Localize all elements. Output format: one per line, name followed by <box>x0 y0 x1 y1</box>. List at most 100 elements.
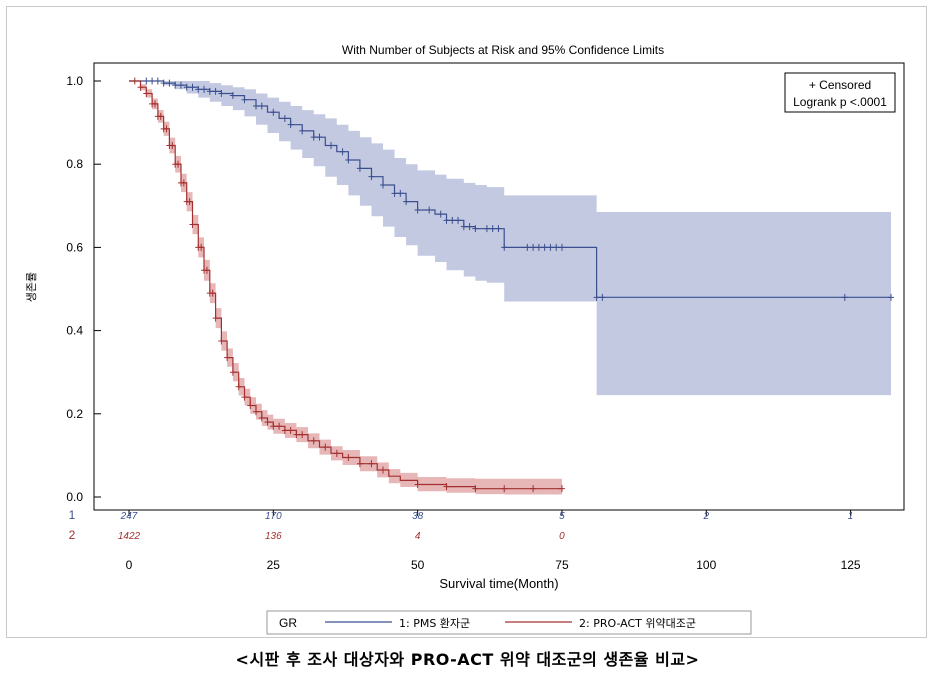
censor-mark-series-2 <box>157 112 164 120</box>
ci-band-series-1 <box>129 81 891 396</box>
censor-mark-series-1 <box>143 77 150 85</box>
x-axis-label: Survival time(Month) <box>439 576 558 591</box>
censor-mark-series-1 <box>212 87 219 95</box>
chart-title: With Number of Subjects at Risk and 95% … <box>342 43 664 57</box>
censor-mark-series-1 <box>195 85 202 93</box>
censor-mark-series-2 <box>151 100 158 108</box>
at-risk-count: 1 <box>848 511 854 522</box>
censor-mark-series-1 <box>466 223 473 231</box>
censor-mark-series-2 <box>175 160 182 168</box>
censor-mark-series-1 <box>177 81 184 89</box>
censor-mark-series-2 <box>247 401 254 409</box>
censor-mark-series-1 <box>524 243 531 251</box>
censored-note: + Censored <box>809 78 871 92</box>
censor-mark-series-1 <box>437 210 444 218</box>
censor-mark-series-1 <box>241 96 248 104</box>
figure-frame: With Number of Subjects at Risk and 95% … <box>6 6 927 638</box>
at-risk-count: 1422 <box>118 531 141 542</box>
censor-mark-series-2 <box>241 393 248 401</box>
at-risk-group-label: 1 <box>69 508 76 522</box>
censor-mark-series-1 <box>149 77 156 85</box>
censor-mark-series-1 <box>253 102 259 110</box>
y-tick-label: 0.0 <box>66 490 83 504</box>
censor-mark-series-2 <box>281 426 288 434</box>
censor-mark-series-1 <box>258 102 265 110</box>
censor-mark-series-2 <box>368 460 375 468</box>
censor-mark-series-2 <box>198 243 205 251</box>
censor-mark-series-1 <box>443 216 450 224</box>
censor-mark-series-1 <box>449 216 456 224</box>
y-axis-label: 생존률 <box>25 272 38 302</box>
at-risk-count: 0 <box>559 531 565 542</box>
censor-mark-series-2 <box>186 198 193 206</box>
censor-mark-series-2 <box>229 368 236 376</box>
censor-mark-series-1 <box>172 81 179 89</box>
censor-mark-series-1 <box>558 243 565 251</box>
inset-box: + Censored Logrank p <.0001 <box>784 72 896 113</box>
censor-mark-series-1 <box>201 85 208 93</box>
censor-mark-series-2 <box>143 89 150 97</box>
censor-mark-series-1 <box>299 127 306 135</box>
censor-mark-series-1 <box>599 293 606 301</box>
censor-mark-series-1 <box>339 148 346 156</box>
censor-mark-series-2 <box>203 266 210 274</box>
censor-mark-series-1 <box>356 164 363 172</box>
censor-mark-series-1 <box>154 77 161 85</box>
censor-mark-series-2 <box>163 125 170 133</box>
y-tick-label: 1.0 <box>66 74 83 88</box>
censor-mark-series-1 <box>328 141 335 149</box>
legend: GR 1: PMS 환자군 2: PRO-ACT 위약대조군 <box>266 610 752 635</box>
censor-mark-series-1 <box>287 121 294 129</box>
censor-mark-series-1 <box>460 223 467 231</box>
censor-mark-series-2 <box>414 481 421 489</box>
censor-mark-series-2 <box>333 449 340 457</box>
censor-mark-series-1 <box>189 83 196 91</box>
x-tick-label: 100 <box>696 558 716 572</box>
censor-mark-series-1 <box>553 243 560 251</box>
censor-mark-series-1 <box>426 206 433 214</box>
at-risk-count: 247 <box>120 511 138 522</box>
x-tick-label: 125 <box>841 558 861 572</box>
censor-mark-series-1 <box>472 225 479 233</box>
censor-mark-series-2 <box>345 453 352 461</box>
y-tick-label: 0.4 <box>66 324 83 338</box>
censor-mark-series-2 <box>276 422 283 430</box>
censor-mark-series-1 <box>229 92 236 100</box>
censor-mark-series-2 <box>472 485 479 493</box>
censor-mark-series-2 <box>131 77 138 85</box>
censor-mark-series-1 <box>530 243 537 251</box>
censor-mark-series-1 <box>593 293 600 301</box>
censor-mark-series-1 <box>501 243 508 251</box>
censor-mark-series-2 <box>310 437 317 445</box>
x-tick-label: 50 <box>411 558 425 572</box>
censor-mark-series-2 <box>253 408 259 416</box>
censor-mark-series-1 <box>888 293 894 301</box>
censor-mark-series-1 <box>489 225 496 233</box>
censor-mark-series-1 <box>403 198 410 206</box>
censor-mark-series-2 <box>212 314 219 322</box>
censor-mark-series-1 <box>397 189 404 197</box>
censor-mark-series-1 <box>270 108 277 116</box>
censor-mark-series-2 <box>169 141 176 149</box>
at-risk-count: 38 <box>412 511 424 522</box>
x-tick-label: 0 <box>126 558 133 572</box>
x-tick-label: 25 <box>267 558 281 572</box>
censor-mark-series-1 <box>218 89 225 97</box>
censor-mark-series-2 <box>501 485 508 493</box>
censor-mark-series-1 <box>368 173 375 181</box>
censor-mark-series-2 <box>299 431 306 439</box>
censor-mark-series-2 <box>380 466 386 474</box>
censor-mark-series-1 <box>310 133 317 141</box>
censor-mark-series-1 <box>316 133 323 141</box>
censor-mark-series-1 <box>380 181 386 189</box>
y-tick-label: 0.8 <box>66 157 83 171</box>
censor-mark-series-2 <box>558 485 565 493</box>
censor-mark-series-2 <box>287 426 294 434</box>
censor-mark-series-2 <box>293 431 300 439</box>
y-tick-label: 0.6 <box>66 240 83 254</box>
at-risk-group-label: 2 <box>69 528 76 542</box>
at-risk-count: 4 <box>415 531 421 542</box>
censor-mark-series-2 <box>180 179 187 187</box>
at-risk-count: 170 <box>265 511 282 522</box>
censor-mark-series-2 <box>258 414 265 422</box>
